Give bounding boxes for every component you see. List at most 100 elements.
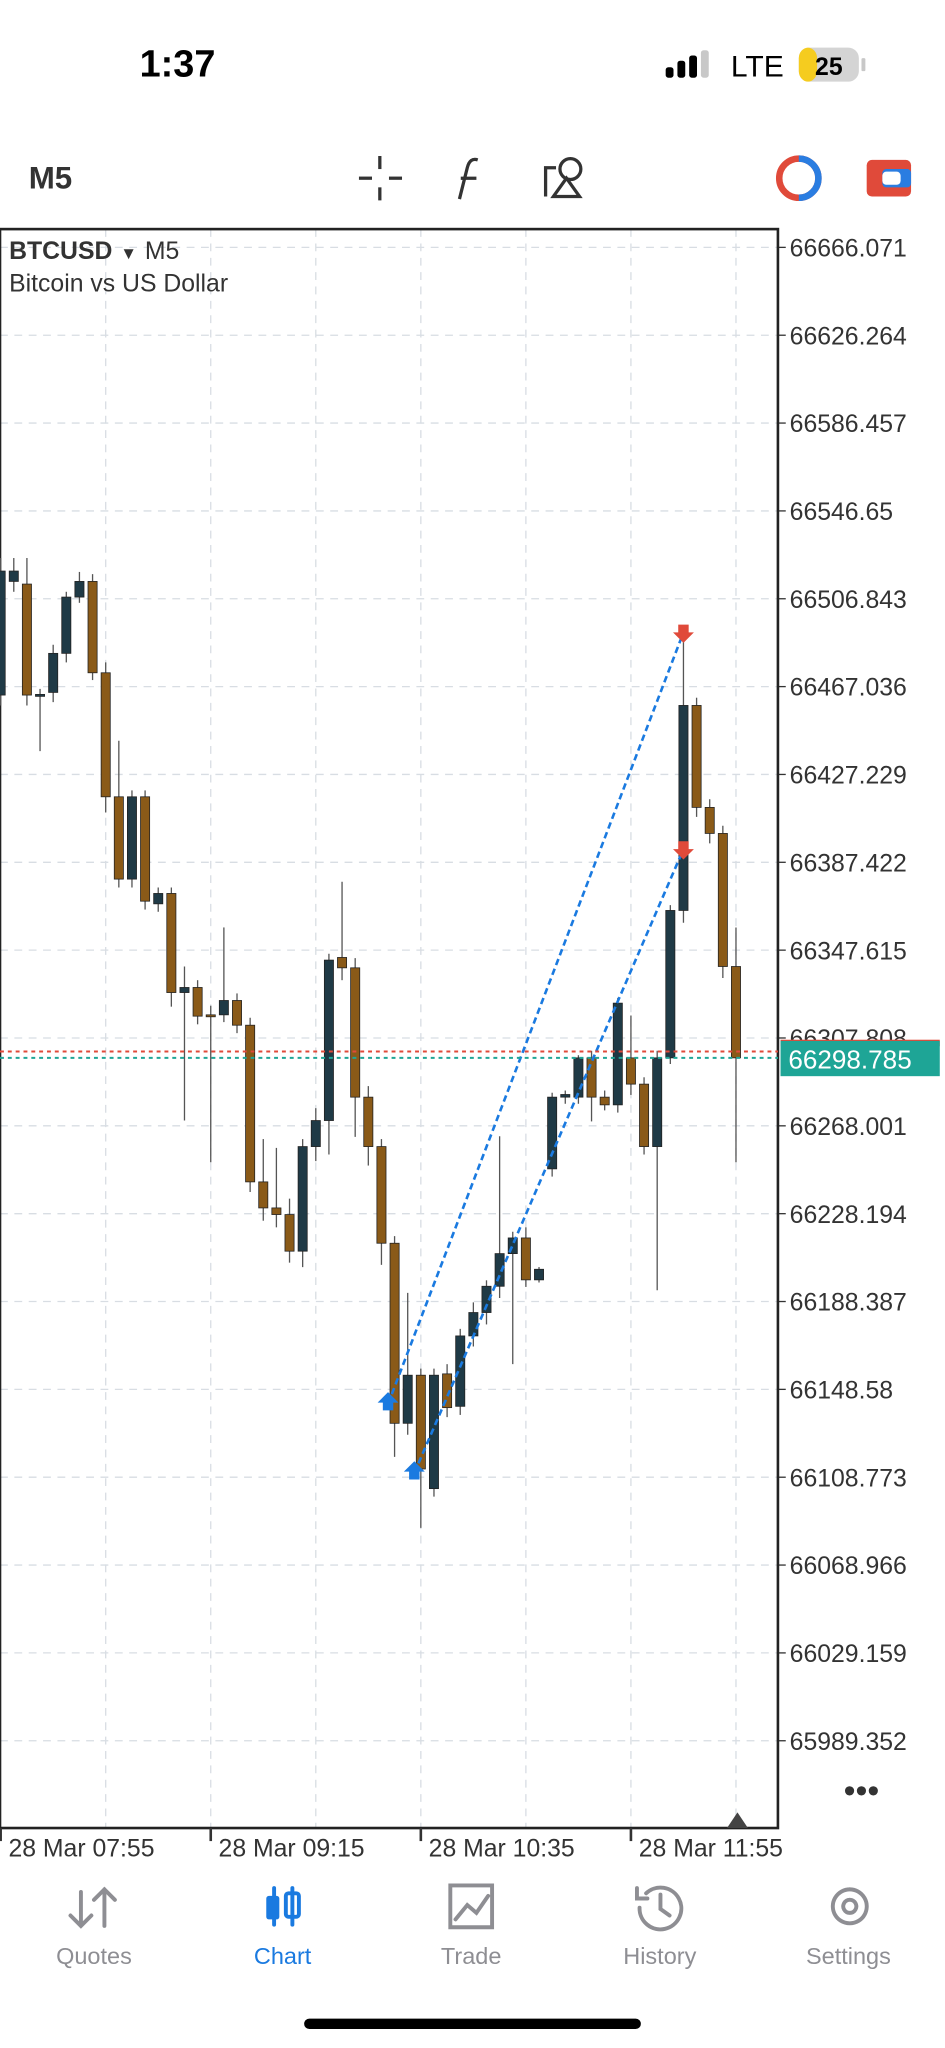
y-tick-label: 66387.422 [790,850,907,877]
home-indicator [304,2018,641,2030]
timeframe-button[interactable]: M5 [29,161,73,196]
trade-button[interactable] [775,155,822,202]
chart: 66666.071 66626.264 66586.457 66546.65 66506… [0,227,940,1863]
candle-body [284,1214,295,1252]
tab-icon [635,1885,684,1932]
y-tick-label: 66268.001 [790,1114,907,1141]
trade-line [386,631,685,1405]
tab-label: Trade [441,1943,501,1969]
candle-body [258,1181,269,1209]
candle-body [639,1083,650,1147]
y-tick-label: 66347.615 [790,938,907,965]
symbol-name: BTCUSD [9,238,112,265]
y-tick-label: 66427.229 [790,763,907,790]
candle-body [245,1024,256,1183]
sell-arrow [673,624,694,643]
candle-body [678,705,689,911]
candle-body [0,570,6,696]
chart-frame [0,227,780,1830]
tab-label: Chart [254,1943,312,1969]
candle-body [691,705,702,808]
y-tick-label: 66068.966 [790,1553,907,1580]
y-tick-label: 66546.65 [790,499,893,526]
candle-body [363,1096,374,1147]
candle-body [652,1057,663,1147]
y-tick-label: 66188.387 [790,1290,907,1317]
candle-body [573,1057,584,1098]
y-tick-label: 66228.194 [790,1202,907,1229]
x-tick-label: 28 Mar 11:55 [639,1836,783,1863]
tab[interactable]: History [623,1885,697,1969]
candle-body [717,833,728,967]
symbol-description: Bitcoin vs US Dollar [9,271,228,298]
candle-body [468,1312,479,1337]
tab[interactable]: Trade [441,1883,501,1969]
candle-body [547,1096,558,1170]
tab-icon [830,1887,869,1926]
candle-body [455,1335,466,1407]
candle-body [507,1237,518,1254]
tab-icon [448,1883,495,1930]
candle-body [586,1057,597,1098]
y-tick-label: 66586.457 [790,411,907,438]
objects-button[interactable] [543,156,583,199]
y-tick-label: 66506.843 [790,587,907,614]
candle-body [205,1014,216,1018]
candle-body [113,796,124,880]
network-label: LTE [731,50,784,83]
candle-body [218,1000,229,1016]
tab-icon [68,1886,117,1929]
candle-body [731,966,741,1059]
candle-body [560,1094,571,1098]
x-tick-label: 28 Mar 07:55 [8,1836,154,1863]
candle-body [599,1096,610,1106]
tab[interactable]: Quotes [56,1886,132,1969]
scroll-marker [727,1812,748,1829]
candle-body [310,1120,321,1147]
trade-line [413,848,685,1474]
y-tick-label: 66666.071 [790,236,907,263]
symbol-timeframe: M5 [145,238,179,265]
y-tick-label: 66148.58 [790,1378,893,1405]
candle-body [494,1253,505,1287]
candle-body [625,1057,636,1085]
candle-body [140,796,151,902]
candle-body [415,1374,426,1470]
tab-label: Settings [806,1943,891,1969]
candle-body [297,1146,308,1252]
more-button[interactable]: ••• [844,1772,880,1810]
candle-body [402,1374,413,1424]
tab[interactable]: Chart [254,1886,312,1969]
crosshair-button[interactable] [358,156,403,201]
candle-body [61,596,72,654]
candle-body [704,807,715,834]
current-price-label: 66298.785 [788,1044,911,1074]
x-tick-label: 28 Mar 10:35 [429,1836,575,1863]
candle-body [534,1268,544,1281]
candle-body [35,694,46,697]
candle-body [74,581,85,598]
candle-body [21,583,32,696]
buy-arrow [403,1461,425,1480]
y-tick-label: 66108.773 [790,1465,907,1492]
tab-bar: Quotes Chart Trade History Settings [56,1883,891,1969]
candle-body [612,1002,623,1106]
candle-body [192,987,203,1017]
battery-level [798,47,818,82]
tab-label: Quotes [56,1943,132,1969]
signal-icon [665,50,709,78]
sell-arrow [673,841,694,860]
account-button[interactable] [866,159,912,197]
candle-body [442,1373,453,1409]
tab[interactable]: Settings [806,1887,891,1969]
tab-label: History [623,1943,696,1969]
candle-body [665,910,676,1059]
candle-body [376,1146,387,1244]
candle-body [153,893,164,905]
indicators-button[interactable] [457,157,479,200]
x-tick-label: 28 Mar 09:15 [219,1836,365,1863]
status-time: 1:37 [140,43,216,85]
buy-arrow [377,1392,399,1411]
